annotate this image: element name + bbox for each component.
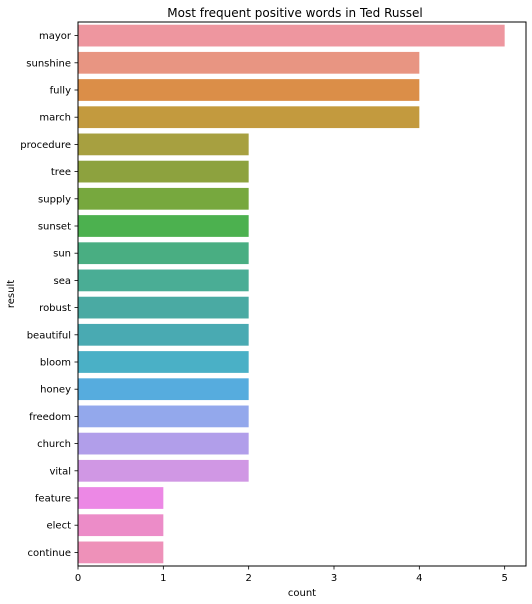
bar-robust xyxy=(78,296,249,319)
y-tick-label-beautiful: beautiful xyxy=(27,330,71,341)
y-tick-label-robust: robust xyxy=(39,303,71,314)
x-ticks: 0 1 2 3 4 5 xyxy=(75,566,508,584)
y-tick-label-sunshine: sunshine xyxy=(26,58,71,69)
x-axis-label: count xyxy=(288,588,316,599)
x-tick-label-4: 4 xyxy=(416,573,422,584)
x-tick-label-1: 1 xyxy=(160,573,166,584)
y-tick-label-sun: sun xyxy=(53,249,71,260)
bar-march xyxy=(78,106,420,129)
chart-title: Most frequent positive words in Ted Russ… xyxy=(167,6,422,20)
y-tick-label-honey: honey xyxy=(40,385,71,396)
y-tick-label-continue: continue xyxy=(28,548,71,559)
bar-freedom xyxy=(78,405,249,428)
y-tick-label-church: church xyxy=(37,439,71,450)
bar-beautiful xyxy=(78,323,249,346)
bar-honey xyxy=(78,378,249,401)
y-tick-label-sea: sea xyxy=(54,276,72,287)
x-tick-label-5: 5 xyxy=(501,573,507,584)
y-tick-label-procedure: procedure xyxy=(20,140,71,151)
bar-elect xyxy=(78,514,164,537)
y-tick-label-march: march xyxy=(39,113,71,124)
bar-tree xyxy=(78,160,249,183)
y-tick-label-tree: tree xyxy=(51,167,71,178)
y-tick-label-supply: supply xyxy=(38,194,71,205)
x-tick-label-0: 0 xyxy=(75,573,81,584)
bar-sunset xyxy=(78,215,249,237)
y-tick-label-fully: fully xyxy=(50,86,71,97)
y-tick-label-mayor: mayor xyxy=(39,31,72,42)
x-tick-label-3: 3 xyxy=(331,573,337,584)
bar-fully xyxy=(78,79,420,101)
bar-church xyxy=(78,432,249,455)
bar-supply xyxy=(78,187,249,210)
y-axis-label: result xyxy=(6,280,17,308)
y-tick-label-bloom: bloom xyxy=(40,358,71,369)
y-tick-label-vital: vital xyxy=(49,466,71,477)
bar-feature xyxy=(78,487,164,509)
y-tick-label-elect: elect xyxy=(46,521,71,532)
y-tick-label-sunset: sunset xyxy=(38,222,71,233)
bar-continue xyxy=(78,541,164,564)
bar-sea xyxy=(78,269,249,292)
y-tick-label-feature: feature xyxy=(35,494,71,505)
y-tick-labels: mayor sunshine fully march procedure tree supp… xyxy=(20,31,78,559)
bar-procedure xyxy=(78,133,249,156)
y-tick-label-freedom: freedom xyxy=(29,412,71,423)
bar-vital xyxy=(78,459,249,482)
bar-sun xyxy=(78,242,249,265)
plot-frame xyxy=(77,21,527,567)
bar-mayor xyxy=(78,24,505,47)
bar-bloom xyxy=(78,351,249,373)
bars-group xyxy=(78,24,505,564)
x-tick-label-2: 2 xyxy=(245,573,251,584)
bar-sunshine xyxy=(78,51,420,74)
